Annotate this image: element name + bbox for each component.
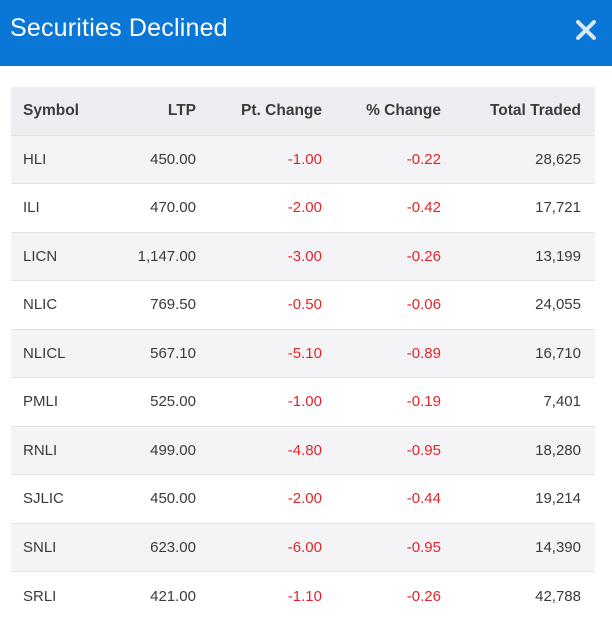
cell-ltp: 769.50	[111, 281, 196, 330]
cell-symbol: SJLIC	[11, 475, 111, 524]
cell-total-traded: 16,710	[441, 329, 595, 378]
cell-pt-change: -4.80	[196, 426, 322, 475]
cell-ltp: 421.00	[111, 572, 196, 620]
table-header-row: Symbol LTP Pt. Change % Change Total Tra…	[11, 87, 595, 135]
securities-table-container: Symbol LTP Pt. Change % Change Total Tra…	[11, 87, 595, 620]
cell-symbol: PMLI	[11, 378, 111, 427]
cell-pt-change: -3.00	[196, 232, 322, 281]
cell-pct-change: -0.19	[322, 378, 441, 427]
securities-table: Symbol LTP Pt. Change % Change Total Tra…	[11, 87, 595, 620]
header-symbol[interactable]: Symbol	[11, 87, 111, 135]
cell-ltp: 470.00	[111, 184, 196, 233]
modal-header: Securities Declined	[0, 0, 612, 66]
table-row[interactable]: SRLI 421.00 -1.10 -0.26 42,788	[11, 572, 595, 620]
cell-symbol: SRLI	[11, 572, 111, 620]
cell-symbol: RNLI	[11, 426, 111, 475]
cell-pct-change: -0.42	[322, 184, 441, 233]
cell-ltp: 623.00	[111, 523, 196, 572]
cell-pt-change: -1.10	[196, 572, 322, 620]
table-row[interactable]: RNLI 499.00 -4.80 -0.95 18,280	[11, 426, 595, 475]
cell-pt-change: -1.00	[196, 135, 322, 184]
cell-ltp: 567.10	[111, 329, 196, 378]
table-row[interactable]: SJLIC 450.00 -2.00 -0.44 19,214	[11, 475, 595, 524]
cell-ltp: 450.00	[111, 135, 196, 184]
cell-symbol: ILI	[11, 184, 111, 233]
cell-pct-change: -0.26	[322, 572, 441, 620]
cell-total-traded: 18,280	[441, 426, 595, 475]
cell-pct-change: -0.06	[322, 281, 441, 330]
cell-ltp: 450.00	[111, 475, 196, 524]
cell-pt-change: -5.10	[196, 329, 322, 378]
cell-pct-change: -0.95	[322, 426, 441, 475]
table-row[interactable]: ILI 470.00 -2.00 -0.42 17,721	[11, 184, 595, 233]
cell-total-traded: 19,214	[441, 475, 595, 524]
cell-pct-change: -0.44	[322, 475, 441, 524]
cell-symbol: SNLI	[11, 523, 111, 572]
cell-pct-change: -0.95	[322, 523, 441, 572]
header-total-traded[interactable]: Total Traded	[441, 87, 595, 135]
cell-pt-change: -6.00	[196, 523, 322, 572]
cell-ltp: 525.00	[111, 378, 196, 427]
table-row[interactable]: SNLI 623.00 -6.00 -0.95 14,390	[11, 523, 595, 572]
close-icon	[574, 18, 598, 42]
cell-total-traded: 28,625	[441, 135, 595, 184]
table-row[interactable]: NLICL 567.10 -5.10 -0.89 16,710	[11, 329, 595, 378]
cell-total-traded: 17,721	[441, 184, 595, 233]
table-row[interactable]: HLI 450.00 -1.00 -0.22 28,625	[11, 135, 595, 184]
cell-total-traded: 24,055	[441, 281, 595, 330]
cell-symbol: LICN	[11, 232, 111, 281]
cell-pt-change: -0.50	[196, 281, 322, 330]
cell-ltp: 1,147.00	[111, 232, 196, 281]
table-row[interactable]: NLIC 769.50 -0.50 -0.06 24,055	[11, 281, 595, 330]
cell-total-traded: 42,788	[441, 572, 595, 620]
table-row[interactable]: LICN 1,147.00 -3.00 -0.26 13,199	[11, 232, 595, 281]
cell-ltp: 499.00	[111, 426, 196, 475]
table-row[interactable]: PMLI 525.00 -1.00 -0.19 7,401	[11, 378, 595, 427]
modal-title: Securities Declined	[10, 14, 228, 43]
cell-pt-change: -2.00	[196, 184, 322, 233]
cell-symbol: HLI	[11, 135, 111, 184]
header-pct-change[interactable]: % Change	[322, 87, 441, 135]
cell-total-traded: 7,401	[441, 378, 595, 427]
cell-symbol: NLIC	[11, 281, 111, 330]
cell-pt-change: -2.00	[196, 475, 322, 524]
cell-pct-change: -0.22	[322, 135, 441, 184]
cell-symbol: NLICL	[11, 329, 111, 378]
close-button[interactable]	[574, 18, 598, 42]
cell-pct-change: -0.89	[322, 329, 441, 378]
cell-pct-change: -0.26	[322, 232, 441, 281]
header-ltp[interactable]: LTP	[111, 87, 196, 135]
header-pt-change[interactable]: Pt. Change	[196, 87, 322, 135]
cell-total-traded: 13,199	[441, 232, 595, 281]
cell-pt-change: -1.00	[196, 378, 322, 427]
cell-total-traded: 14,390	[441, 523, 595, 572]
